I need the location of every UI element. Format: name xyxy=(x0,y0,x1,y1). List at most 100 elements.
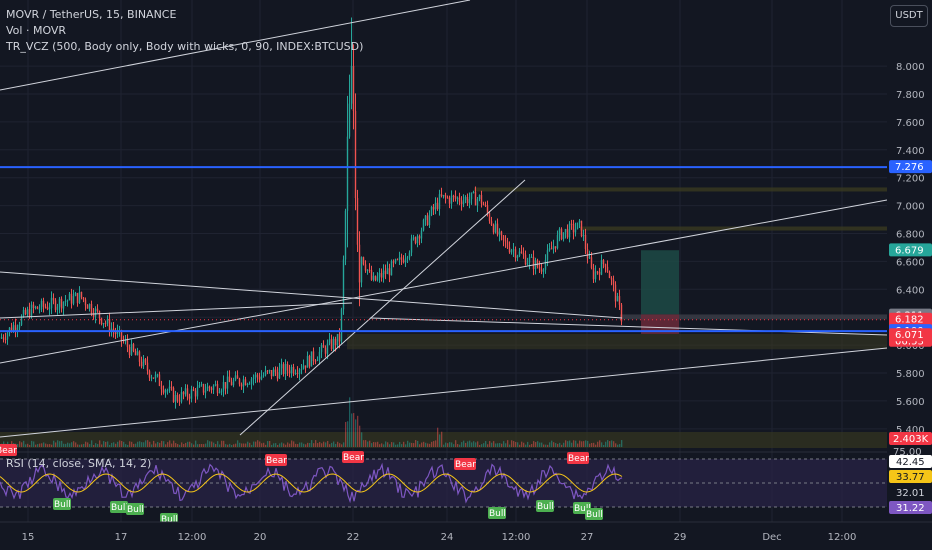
currency-button[interactable]: USDT xyxy=(890,5,928,27)
candle-body xyxy=(514,249,517,258)
volume-bar xyxy=(85,441,87,447)
volume-bar xyxy=(539,442,541,447)
price-tick-label: 7.600 xyxy=(896,118,925,129)
volume-bar xyxy=(261,443,263,447)
candle-body xyxy=(292,366,295,374)
candle-body xyxy=(242,379,245,387)
volume-bar xyxy=(345,421,347,447)
trend-line[interactable] xyxy=(369,317,888,336)
volume-bar xyxy=(415,440,417,447)
bull-signal xyxy=(53,498,71,510)
candle-body xyxy=(164,390,167,393)
volume-bar xyxy=(47,444,49,447)
candle-body xyxy=(420,230,423,239)
candle-body xyxy=(404,258,407,263)
volume-bar xyxy=(27,443,29,447)
trend-line[interactable] xyxy=(0,347,888,438)
candle-body xyxy=(168,386,171,391)
volume-bar xyxy=(339,443,341,447)
volume-bar xyxy=(159,442,161,447)
candle-body xyxy=(76,293,79,303)
volume-bar xyxy=(323,441,325,447)
candle-body xyxy=(574,229,577,233)
volume-bar xyxy=(561,444,563,447)
volume-bar xyxy=(305,444,307,447)
volume-bar xyxy=(229,443,231,447)
symbol-legend[interactable]: MOVR / TetherUS, 15, BINANCE xyxy=(6,8,177,21)
volume-bar xyxy=(285,444,287,447)
candle-body xyxy=(550,248,553,250)
rsi-legend[interactable]: RSI (14, close, SMA, 14, 2) xyxy=(6,457,152,470)
rsi-value-text: 42.45 xyxy=(896,457,925,468)
candle-body xyxy=(484,205,487,207)
candle-body xyxy=(36,306,39,309)
time-axis[interactable] xyxy=(0,522,932,550)
trend-line[interactable] xyxy=(0,302,353,319)
candle-body xyxy=(444,195,447,198)
volume-bar xyxy=(497,443,499,447)
volume-bar xyxy=(443,444,445,447)
candle-body xyxy=(114,331,117,335)
volume-bar xyxy=(407,440,409,447)
volume-bar xyxy=(365,440,367,447)
candle-body xyxy=(60,298,63,309)
volume-bar xyxy=(563,442,565,447)
candle-body xyxy=(314,360,317,362)
price-tick-label: 7.200 xyxy=(896,174,925,185)
candle-body xyxy=(528,257,531,263)
bull-signal-text: Bull xyxy=(586,510,603,520)
volume-bar xyxy=(299,442,301,447)
trend-line[interactable] xyxy=(0,0,471,91)
candle-body xyxy=(220,390,223,393)
volume-bar xyxy=(449,442,451,447)
trend-line[interactable] xyxy=(0,271,623,319)
volume-legend[interactable]: Vol · MOVR xyxy=(6,24,67,37)
bull-signal xyxy=(488,507,506,519)
volume-bar xyxy=(355,419,357,447)
volume-bar xyxy=(349,397,351,447)
trend-line[interactable] xyxy=(239,179,526,436)
candle-body xyxy=(12,325,15,332)
rsi-ma-line xyxy=(0,473,623,493)
candle-body xyxy=(504,240,507,242)
volume-bar xyxy=(541,442,543,447)
candle-body xyxy=(90,303,93,314)
candle-body xyxy=(576,222,579,230)
time-tick-label: 27 xyxy=(581,532,594,543)
candle-body xyxy=(500,231,503,236)
candle-body xyxy=(32,304,35,308)
trend-line[interactable] xyxy=(0,199,888,364)
volume-bar xyxy=(95,443,97,447)
volume-bar xyxy=(367,441,369,447)
volume-bar xyxy=(243,443,245,447)
candle-body xyxy=(244,379,247,386)
candle-body xyxy=(378,273,381,277)
candle-body xyxy=(48,308,51,310)
volume-bar xyxy=(293,441,295,447)
bear-signal xyxy=(454,458,476,470)
candle-body xyxy=(104,323,107,325)
candle-body xyxy=(312,351,315,361)
candle-body xyxy=(40,300,43,309)
time-tick-label: 12:00 xyxy=(178,532,207,543)
volume-bar xyxy=(529,444,531,447)
volume-bar xyxy=(395,444,397,447)
candle-body xyxy=(262,375,265,377)
volume-bar xyxy=(453,444,455,447)
volume-bar xyxy=(131,441,133,447)
candle-body xyxy=(178,400,181,402)
candle-body xyxy=(406,257,409,259)
candle-body xyxy=(566,229,569,238)
volume-bar xyxy=(441,431,443,447)
candle-body xyxy=(256,374,259,378)
indicator-legend[interactable]: TR_VCZ (500, Body only, Body with wicks,… xyxy=(6,40,364,53)
volume-bar xyxy=(175,443,177,447)
candle-body xyxy=(342,259,345,310)
volume-bar xyxy=(325,442,327,447)
candle-body xyxy=(258,377,261,380)
volume-bar xyxy=(575,440,577,447)
candle-body xyxy=(200,384,203,386)
volume-bar xyxy=(599,440,601,447)
